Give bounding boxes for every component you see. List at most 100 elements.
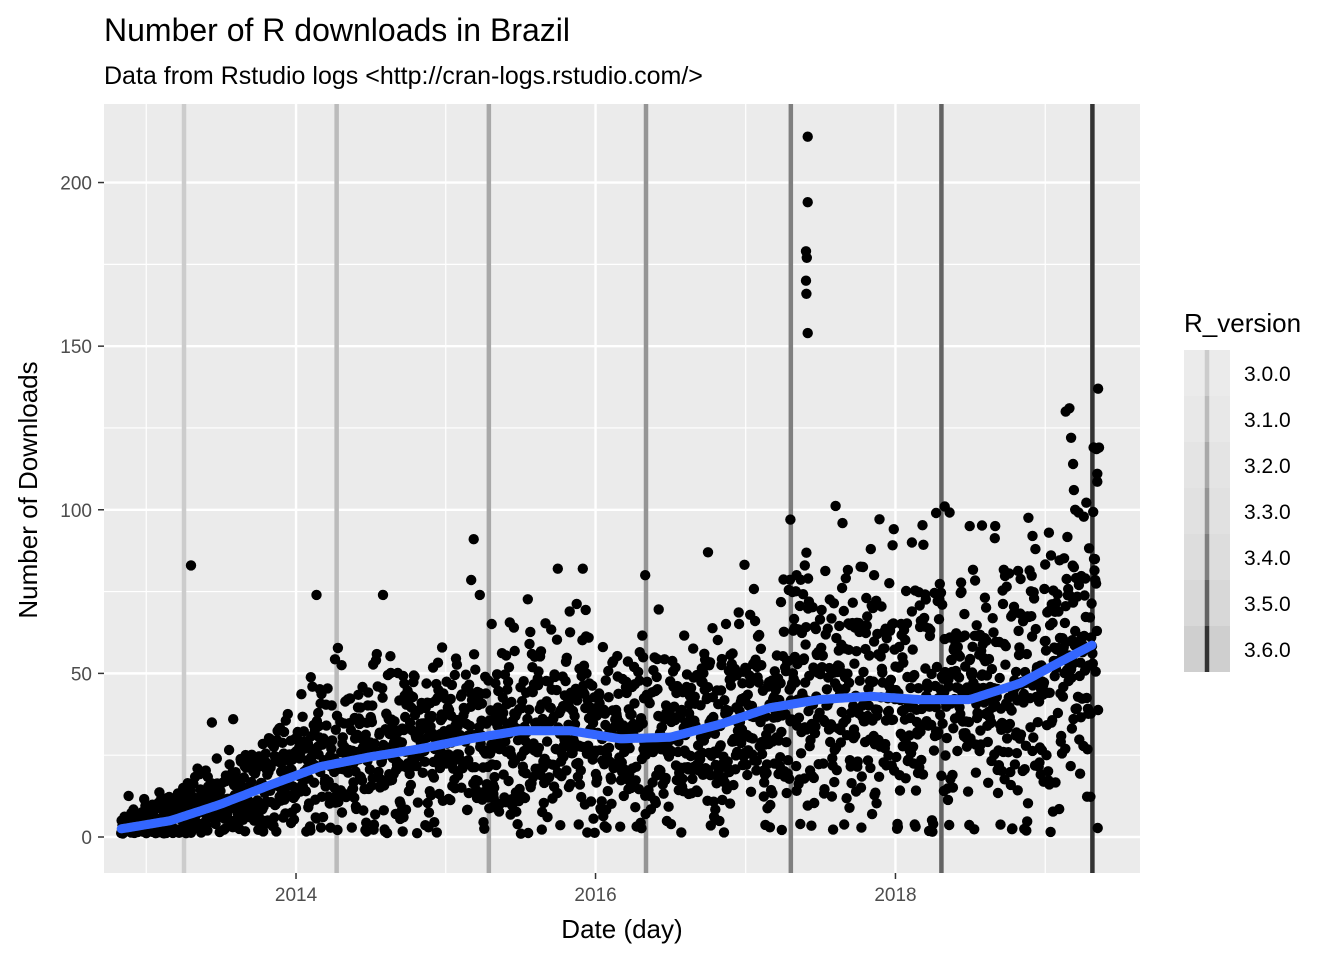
data-point bbox=[932, 726, 944, 738]
data-point bbox=[749, 615, 761, 627]
data-point bbox=[959, 630, 970, 641]
data-point bbox=[332, 642, 344, 654]
data-point bbox=[745, 786, 757, 797]
data-point bbox=[918, 539, 929, 550]
data-point bbox=[810, 623, 822, 635]
data-point bbox=[1084, 612, 1096, 623]
data-point bbox=[728, 779, 739, 791]
data-point bbox=[412, 797, 424, 808]
data-point bbox=[1004, 718, 1016, 730]
data-point bbox=[976, 520, 988, 531]
data-point bbox=[715, 740, 726, 751]
data-point bbox=[776, 824, 787, 836]
data-point bbox=[336, 807, 348, 818]
data-point bbox=[841, 793, 852, 804]
data-point bbox=[358, 805, 369, 816]
data-point bbox=[624, 743, 635, 754]
data-point bbox=[685, 750, 696, 762]
data-point bbox=[883, 750, 894, 761]
data-point bbox=[801, 252, 812, 263]
data-point bbox=[575, 765, 586, 776]
data-point bbox=[1068, 562, 1080, 573]
data-point bbox=[1007, 823, 1018, 834]
data-point bbox=[954, 651, 966, 662]
data-point bbox=[462, 804, 473, 815]
data-point bbox=[437, 712, 448, 723]
grid-minor bbox=[104, 104, 1140, 873]
data-point bbox=[385, 651, 396, 662]
data-point bbox=[997, 598, 1009, 610]
data-point bbox=[606, 798, 617, 809]
data-point bbox=[1081, 497, 1092, 508]
data-point bbox=[801, 547, 812, 558]
data-point bbox=[891, 751, 902, 763]
data-point bbox=[756, 660, 767, 671]
data-point bbox=[637, 652, 649, 663]
data-point bbox=[574, 779, 586, 790]
data-point bbox=[900, 773, 911, 784]
data-point bbox=[431, 827, 442, 838]
data-point bbox=[298, 726, 309, 737]
data-point bbox=[650, 797, 661, 809]
data-point bbox=[596, 796, 607, 807]
data-point bbox=[804, 670, 815, 681]
data-point bbox=[964, 653, 976, 665]
data-point bbox=[582, 827, 593, 838]
data-point bbox=[776, 726, 787, 738]
data-point bbox=[996, 765, 1007, 776]
data-point bbox=[794, 600, 806, 612]
data-point bbox=[967, 564, 979, 575]
data-point bbox=[538, 797, 549, 809]
data-point bbox=[381, 827, 393, 839]
data-point bbox=[840, 573, 851, 584]
data-point bbox=[601, 822, 612, 833]
data-point bbox=[490, 678, 501, 689]
data-point bbox=[733, 618, 745, 630]
data-point bbox=[377, 683, 388, 694]
data-point bbox=[887, 540, 898, 551]
data-point bbox=[297, 711, 308, 722]
data-point bbox=[715, 685, 727, 696]
data-point bbox=[967, 641, 978, 652]
data-point bbox=[934, 578, 945, 590]
data-point bbox=[1047, 617, 1058, 629]
data-point bbox=[829, 776, 840, 788]
legend-label: 3.0.0 bbox=[1244, 363, 1291, 386]
data-point bbox=[633, 784, 645, 795]
data-point bbox=[370, 809, 381, 820]
data-point bbox=[670, 662, 681, 673]
data-point bbox=[533, 742, 545, 754]
data-point bbox=[1057, 691, 1069, 702]
data-point bbox=[474, 589, 485, 601]
data-point bbox=[1032, 717, 1044, 728]
data-point bbox=[685, 682, 697, 694]
data-point bbox=[791, 570, 802, 581]
data-point bbox=[288, 814, 300, 825]
data-point bbox=[1054, 803, 1065, 815]
data-point bbox=[1066, 723, 1078, 734]
data-point bbox=[967, 667, 978, 678]
data-point bbox=[345, 693, 356, 704]
data-point bbox=[1001, 733, 1013, 744]
data-point bbox=[361, 817, 372, 828]
data-point bbox=[1085, 791, 1096, 802]
data-point bbox=[937, 718, 948, 729]
data-point bbox=[799, 773, 810, 784]
data-point bbox=[573, 819, 584, 830]
data-point bbox=[411, 760, 422, 772]
data-point bbox=[445, 693, 456, 705]
data-point bbox=[468, 649, 480, 660]
data-point bbox=[512, 819, 523, 830]
data-point bbox=[778, 626, 790, 637]
data-point bbox=[360, 729, 371, 740]
data-point bbox=[578, 660, 590, 671]
data-point bbox=[326, 735, 338, 746]
data-point bbox=[828, 598, 840, 609]
data-point bbox=[1051, 597, 1062, 608]
data-point bbox=[1015, 729, 1027, 740]
data-point bbox=[651, 671, 662, 683]
data-point bbox=[1078, 511, 1090, 522]
data-point bbox=[847, 597, 858, 608]
data-point bbox=[874, 514, 885, 525]
data-point bbox=[500, 736, 511, 747]
